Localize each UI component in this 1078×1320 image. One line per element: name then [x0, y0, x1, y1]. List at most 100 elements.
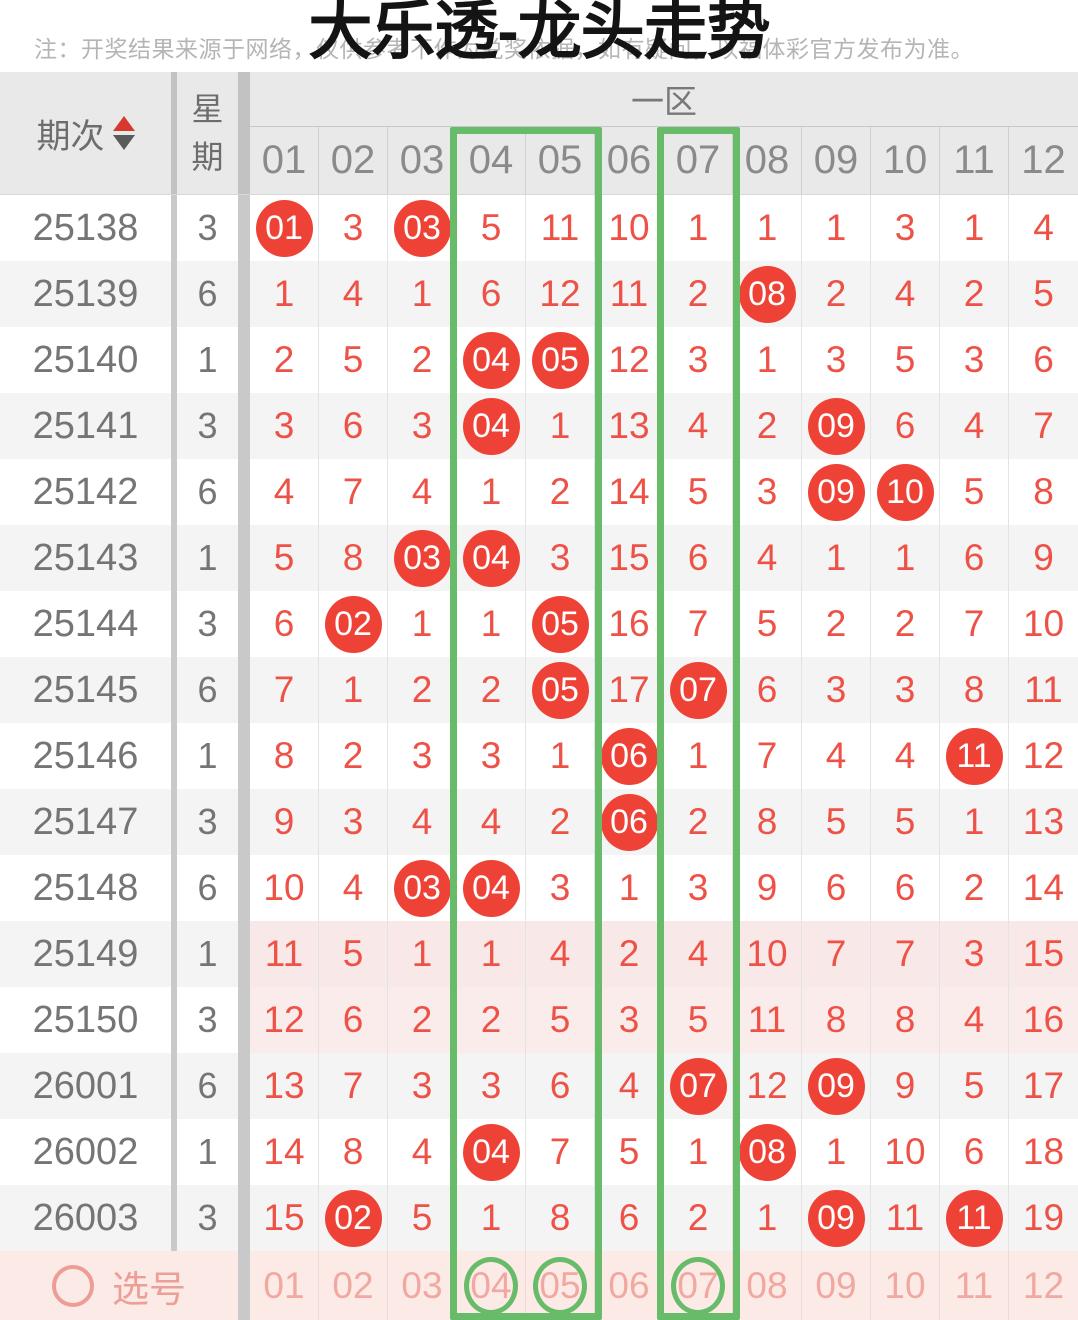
number-cell-06: 4 [595, 1053, 664, 1119]
pick-number-04[interactable]: 04 [457, 1251, 526, 1320]
drawn-number-ball: 04 [462, 859, 520, 917]
week-cell: 1 [177, 921, 250, 987]
number-cell-09: 09 [802, 459, 871, 525]
number-cell-04: 2 [457, 987, 526, 1053]
pick-number-03[interactable]: 03 [388, 1251, 457, 1320]
number-cell-11: 5 [940, 1053, 1009, 1119]
pick-number-11[interactable]: 11 [940, 1251, 1009, 1320]
period-cell: 25138 [0, 195, 177, 261]
period-cell: 25146 [0, 723, 177, 789]
number-cell-06: 06 [595, 723, 664, 789]
sort-asc-icon [112, 116, 135, 131]
number-cell-04: 1 [457, 591, 526, 657]
number-cell-09: 09 [802, 1185, 871, 1251]
number-cell-03: 5 [388, 1185, 457, 1251]
week-cell: 3 [177, 393, 250, 459]
number-cell-09: 5 [802, 789, 871, 855]
number-cell-10: 9 [871, 1053, 940, 1119]
number-cell-09: 2 [802, 261, 871, 327]
number-cell-07: 1 [664, 1119, 733, 1185]
number-cell-03: 03 [388, 525, 457, 591]
drawn-number-ball: 04 [462, 331, 520, 389]
week-cell: 1 [177, 723, 250, 789]
week-cell: 6 [177, 459, 250, 525]
pick-number-10[interactable]: 10 [871, 1251, 940, 1320]
pick-number-05[interactable]: 05 [526, 1251, 595, 1320]
number-cell-01: 2 [250, 327, 319, 393]
number-cell-12: 16 [1009, 987, 1078, 1053]
number-cell-05: 3 [526, 855, 595, 921]
pick-number-08[interactable]: 08 [733, 1251, 802, 1320]
number-cell-06: 10 [595, 195, 664, 261]
period-cell: 25141 [0, 393, 177, 459]
number-cell-08: 2 [733, 393, 802, 459]
table-row-25149: 25149 1 11 5 1 1 4 2 4 10 7 7 3 15 [0, 921, 1078, 987]
number-cell-01: 01 [250, 195, 319, 261]
number-cell-07: 4 [664, 393, 733, 459]
number-cell-02: 5 [319, 921, 388, 987]
number-cell-01: 15 [250, 1185, 319, 1251]
number-cell-04: 04 [457, 327, 526, 393]
pick-number-12[interactable]: 12 [1022, 1264, 1065, 1306]
drawn-number-ball: 02 [324, 595, 382, 653]
number-cell-10: 2 [871, 591, 940, 657]
number-cell-11: 2 [940, 855, 1009, 921]
number-cell-08: 1 [733, 195, 802, 261]
table-row-25144: 25144 3 6 02 1 1 05 16 7 5 2 2 7 10 [0, 591, 1078, 657]
column-header-12: 12 [1021, 138, 1066, 182]
number-cell-08: 7 [733, 723, 802, 789]
column-header-02: 02 [319, 127, 388, 194]
number-cell-09: 3 [802, 327, 871, 393]
number-cell-06: 6 [595, 1185, 664, 1251]
number-cell-12: 11 [1009, 657, 1078, 723]
number-cell-09: 7 [802, 921, 871, 987]
week-cell: 6 [177, 855, 250, 921]
number-cell-01: 6 [250, 591, 319, 657]
number-cell-11: 4 [940, 393, 1009, 459]
number-cell-04: 5 [457, 195, 526, 261]
number-cell-03: 3 [388, 723, 457, 789]
pick-number-01[interactable]: 01 [250, 1251, 319, 1320]
number-cell-11: 6 [940, 525, 1009, 591]
number-cell-10: 7 [871, 921, 940, 987]
drawn-number-ball: 09 [807, 397, 865, 455]
number-cell-05: 6 [526, 1053, 595, 1119]
number-cell-03: 3 [388, 1053, 457, 1119]
number-cell-07: 7 [664, 591, 733, 657]
number-cell-10: 1 [871, 525, 940, 591]
pick-number-07[interactable]: 07 [664, 1251, 733, 1320]
number-cell-08: 3 [733, 459, 802, 525]
number-cell-06: 16 [595, 591, 664, 657]
number-cell-01: 8 [250, 723, 319, 789]
pick-number-02[interactable]: 02 [319, 1251, 388, 1320]
period-cell: 25139 [0, 261, 177, 327]
sort-toggle[interactable] [112, 116, 135, 150]
number-cell-12: 12 [1009, 723, 1078, 789]
period-cell: 25144 [0, 591, 177, 657]
disclaimer-note: 注：开奖结果来源于网络，仅供参考不作为兑奖依据，如有疑问，以福体彩官方发布为准。 [34, 36, 974, 62]
number-cell-06: 1 [595, 855, 664, 921]
number-cell-12: 19 [1009, 1185, 1078, 1251]
number-cell-12: 17 [1009, 1053, 1078, 1119]
pick-number-09[interactable]: 09 [802, 1251, 871, 1320]
drawn-number-ball: 07 [669, 1057, 727, 1115]
table-row-25142: 25142 6 4 7 4 1 2 14 5 3 09 10 5 8 [0, 459, 1078, 525]
week-cell: 3 [177, 987, 250, 1053]
table-row-25141: 25141 3 3 6 3 04 1 13 4 2 09 6 4 7 [0, 393, 1078, 459]
pick-number-06[interactable]: 06 [595, 1251, 664, 1320]
number-cell-08: 4 [733, 525, 802, 591]
number-cell-09: 1 [802, 525, 871, 591]
number-cell-01: 9 [250, 789, 319, 855]
number-cell-08: 08 [733, 1119, 802, 1185]
drawn-number-ball: 07 [669, 661, 727, 719]
number-cell-12: 8 [1009, 459, 1078, 525]
number-cell-05: 4 [526, 921, 595, 987]
number-cell-03: 3 [388, 393, 457, 459]
number-cell-12: 10 [1009, 591, 1078, 657]
week-header-label: 星期 [191, 91, 224, 175]
zone-header: 一区 [250, 72, 1078, 127]
number-cell-07: 5 [664, 459, 733, 525]
number-cell-02: 4 [319, 261, 388, 327]
number-cell-09: 8 [802, 987, 871, 1053]
number-cell-07: 2 [664, 789, 733, 855]
